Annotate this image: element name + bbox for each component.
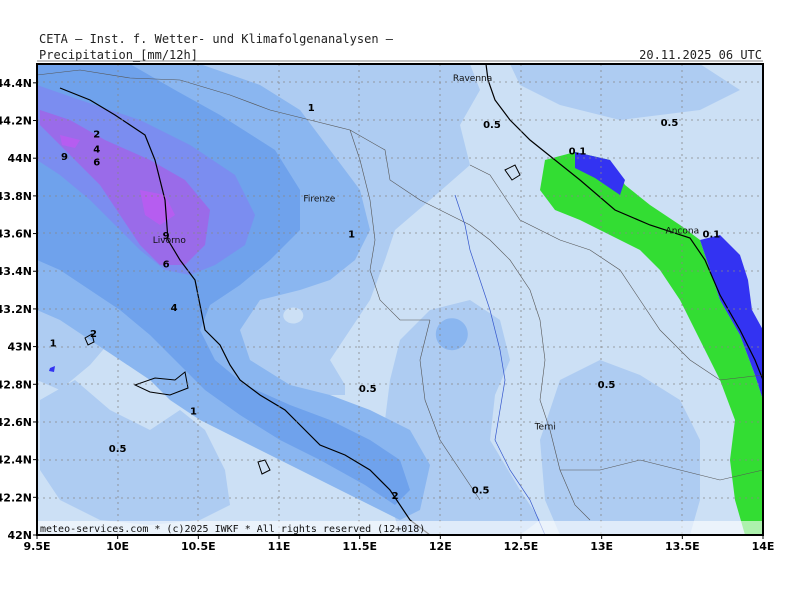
contour-label: 4 (171, 303, 178, 314)
contour-label: 2 (392, 491, 399, 502)
latitude-axis: 42N 42.2N 42.4N 42.6N 42.8N 43N 43.2N 43.4N 43.6… (0, 77, 37, 542)
lon-tick-label: 14E (752, 540, 775, 553)
contour-label: 0.1 (703, 229, 721, 240)
island-capraia (84, 333, 95, 346)
lat-tick-label: 43.2N (0, 303, 32, 316)
gridlines (37, 64, 763, 535)
contour-label: 0.5 (661, 118, 679, 129)
contour-label: 2 (93, 129, 100, 140)
contour-label: 9 (163, 231, 170, 242)
contour-label: 0.5 (472, 486, 490, 497)
city-label: Livorno (153, 236, 187, 246)
contour-label: 9 (61, 152, 68, 163)
contour-label: 1 (50, 339, 57, 350)
field-blue-spot (49, 366, 55, 372)
lon-tick-label: 13.5E (665, 540, 700, 553)
field-2mm-spot (435, 318, 468, 351)
lat-tick-label: 43.4N (0, 265, 32, 278)
contour-label: 1 (190, 406, 197, 417)
field-12mm (60, 135, 175, 225)
lon-tick-label: 11.5E (342, 540, 377, 553)
parameter-title: Precipitation_[mm/12h] (39, 48, 198, 62)
contour-label: 0.5 (598, 380, 616, 391)
coastline-adriatic (485, 64, 763, 381)
city-label: Firenze (303, 195, 335, 205)
contour-label: 0.5 (483, 120, 501, 131)
city-label: Ravenna (453, 74, 492, 84)
contour-label: 0.1 (569, 146, 587, 157)
contour-labels: 1 2 4 6 9 9 6 4 2 1 1 0.5 1 0.5 0.5 0.1 0.1 0.5 0.5 2 0.5 (50, 103, 721, 502)
lat-tick-label: 42.6N (0, 416, 32, 429)
contour-label: 0.5 (359, 384, 377, 395)
lat-tick-label: 42N (7, 529, 32, 542)
lon-tick-label: 11E (268, 540, 291, 553)
contour-label: 6 (163, 259, 170, 270)
city-label: Ancona (666, 227, 700, 237)
island-elba (133, 371, 189, 396)
lat-tick-label: 43.8N (0, 190, 32, 203)
longitude-axis: 9.5E 10E 10.5E 11E 11.5E 12E 12.5E 13E 13.5E 14E (23, 535, 774, 553)
lat-tick-label: 42.8N (0, 378, 32, 391)
lat-tick-label: 44N (7, 152, 32, 165)
lon-tick-label: 9.5E (23, 540, 50, 553)
border-lines (37, 69, 763, 521)
lon-tick-label: 12.5E (504, 540, 539, 553)
lake-trasimeno (504, 164, 521, 181)
island-giglio (257, 459, 271, 475)
contour-label: 4 (93, 145, 100, 156)
lat-tick-label: 43N (7, 341, 32, 354)
contour-label: 6 (93, 158, 100, 169)
valid-datetime: 20.11.2025 06 UTC (639, 48, 762, 62)
contour-label: 1 (308, 103, 315, 114)
lat-tick-label: 43.6N (0, 228, 32, 241)
field-0-5mm-spot-1 (283, 307, 304, 324)
copyright-footer: meteo-services.com * (c)2025 IWKF * All … (40, 524, 425, 535)
lat-tick-label: 42.2N (0, 491, 32, 504)
field-0-1mm-blue (575, 152, 763, 400)
precipitation-field: 1 2 4 6 9 9 6 4 2 1 1 0.5 1 0.5 0.5 0.1 0.1 0.5 0.5 2 0.5 Ra… (37, 64, 763, 535)
city-labels: Ravenna Firenze Livorno Ancona Terni (153, 74, 699, 433)
lat-tick-label: 42.4N (0, 454, 32, 467)
lon-tick-label: 10.5E (181, 540, 216, 553)
contour-label: 1 (348, 229, 355, 240)
city-label: Terni (534, 422, 556, 432)
map-frame (36, 63, 764, 536)
contour-label: 2 (90, 329, 97, 340)
lat-tick-label: 44.2N (0, 115, 32, 128)
river-tiber (454, 194, 546, 535)
lon-tick-label: 13E (590, 540, 613, 553)
field-0-1mm-green (540, 152, 763, 535)
institute-title: CETA — Inst. f. Wetter- und Klimafolgena… (39, 32, 394, 46)
field-1mm-south (40, 380, 230, 525)
lon-tick-label: 12E (429, 540, 452, 553)
contour-label: 0.5 (109, 444, 127, 455)
lat-tick-label: 44.4N (0, 77, 32, 90)
coastline-tyrrhenian (59, 87, 431, 535)
field-1mm-north (510, 64, 740, 120)
field-1mm-east (540, 360, 700, 535)
lon-tick-label: 10E (106, 540, 129, 553)
